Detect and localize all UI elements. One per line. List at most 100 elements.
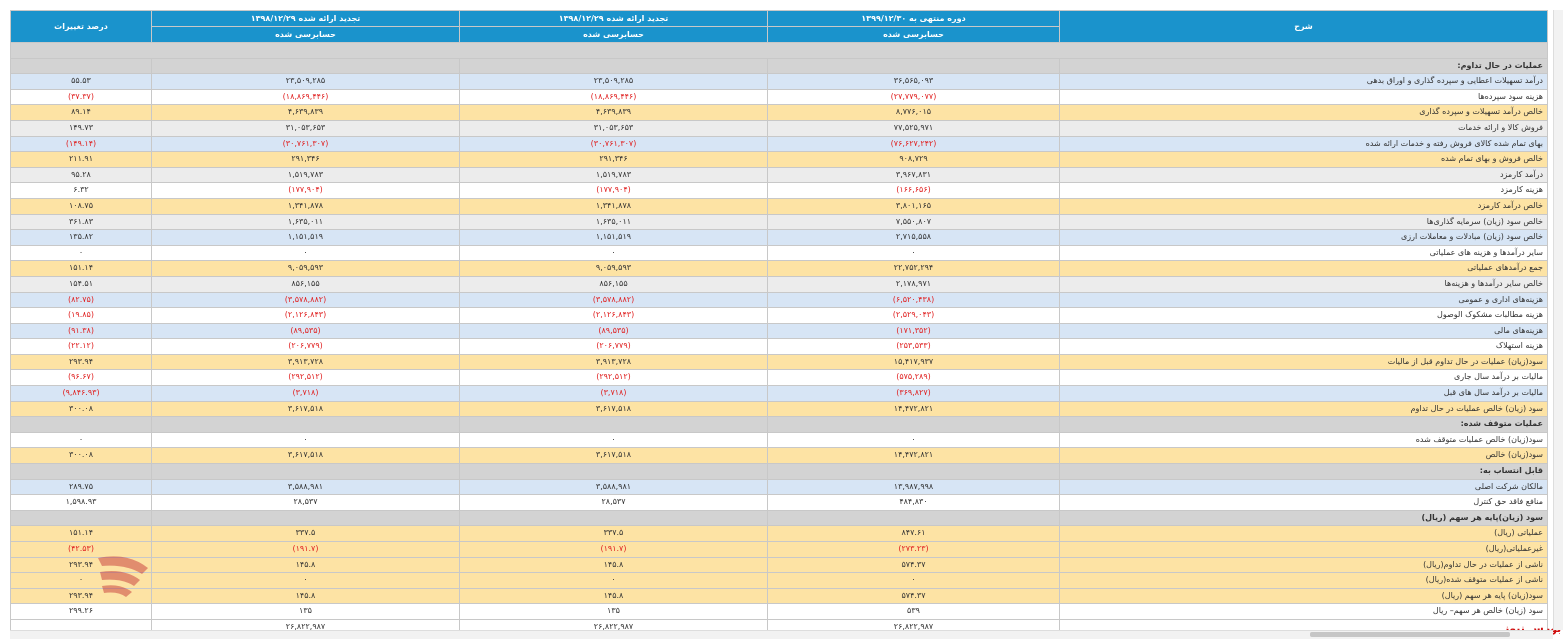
- table-row: مالیات بر درآمد سال جاری (۵۷۵,۲۸۹) (۲۹۲,۵۱…: [10, 369, 1548, 387]
- row-label: غیرعملیاتی(ریال): [1059, 541, 1548, 558]
- cell-change-percent: (۳۷.۳۷): [10, 88, 152, 106]
- row-label: درآمد کارمزد: [1059, 166, 1548, 184]
- cell-current-period: (۲۵۳,۵۳۳): [767, 338, 1060, 355]
- section-header-row: سود (زیان)پایه هر سهم (ریال): [10, 509, 1548, 527]
- section-empty-cell: [459, 416, 768, 433]
- subheader-audited: حسابرسی شده: [459, 26, 768, 43]
- row-label: ناشی از عملیات در حال تداوم(ریال): [1059, 556, 1548, 574]
- subheader-audited: حسابرسی شده: [151, 26, 460, 43]
- cell-restated-2: (۲۹۲,۵۱۲): [151, 369, 460, 387]
- row-label: منافع فاقد حق کنترل: [1059, 494, 1548, 511]
- row-label: سود(زیان) خالص: [1059, 447, 1548, 465]
- table-row: منافع فاقد حق کنترل ۴۸۴,۸۳۰ ۲۸,۵۳۷ ۲۸,۵۳۷ ۱,…: [10, 494, 1548, 511]
- section-empty-cell: [151, 509, 460, 527]
- cell-current-period: ۴۸۴,۸۳۰: [767, 494, 1060, 511]
- cell-current-period: (۱۷۱,۳۵۲): [767, 322, 1060, 340]
- cell-restated-2: (۳,۷۱۸): [151, 385, 460, 402]
- row-label: هزینه سود سپرده‌ها: [1059, 88, 1548, 106]
- cell-restated-2: ۳,۶۱۷,۵۱۸: [151, 447, 460, 465]
- header-row: شرح دوره منتهی به ۱۳۹۹/۱۲/۳۰ تجدید ارائه…: [10, 10, 1548, 43]
- cell-restated-1: ۱۴۵.۸: [459, 556, 768, 574]
- subheader-row: حسابرسی شده حسابرسی شده حسابرسی شده: [11, 26, 1548, 43]
- cell-change-percent: (۸۲.۷۵): [10, 291, 152, 309]
- cell-change-percent: ۱۴۹.۷۳: [10, 119, 152, 137]
- row-label: مالیات بر درآمد سال جاری: [1059, 369, 1548, 387]
- cell-change-percent: ۹۵.۲۸: [10, 166, 152, 184]
- row-label: درآمد تسهیلات اعطایی و سپرده گذاری و اور…: [1059, 73, 1548, 90]
- table-row: غیرعملیاتی(ریال) (۲۷۳.۲۳) (۱۹۱.۷) (۱۹۱.۷) (۴…: [10, 541, 1548, 558]
- row-label: هزینه کارمزد: [1059, 182, 1548, 199]
- col-header-current-period[interactable]: دوره منتهی به ۱۳۹۹/۱۲/۳۰: [767, 10, 1060, 27]
- cell-change-percent: ۱۵۱.۱۴: [10, 260, 152, 277]
- cell-change-percent: (۱۴۹.۱۴): [10, 135, 152, 153]
- col-header-description[interactable]: شرح: [1059, 10, 1548, 43]
- section-empty-cell: [10, 416, 152, 433]
- section-empty-cell: [767, 57, 1060, 75]
- cell-restated-2: (۳۰,۷۶۱,۳۰۷): [151, 135, 460, 153]
- col-header-restated-2[interactable]: تجدید ارائه شده ۱۳۹۸/۱۲/۲۹: [151, 10, 460, 27]
- cell-current-period: ۸۴۷.۶۱: [767, 525, 1060, 542]
- cell-restated-2: ۲۳,۵۰۹,۲۸۵: [151, 73, 460, 90]
- cell-restated-2: ۱,۳۴۱,۸۷۸: [151, 197, 460, 215]
- cell-restated-2: ۳,۵۸۸,۹۸۱: [151, 478, 460, 496]
- cell-current-period: ۵۷۴.۳۷: [767, 556, 1060, 574]
- section-label: سود (زیان)پایه هر سهم (ریال): [1059, 509, 1548, 527]
- cell-restated-1: (۱۹۱.۷): [459, 541, 768, 558]
- row-label: سایر درآمدها و هزینه های عملیاتی: [1059, 244, 1548, 262]
- table-row: خالص سود (زیان) مبادلات و معاملات ارزی ۲,…: [10, 229, 1548, 246]
- col-header-change-percent[interactable]: درصد تغییرات: [10, 10, 152, 43]
- scrollbar-thumb[interactable]: [1310, 632, 1510, 637]
- section-label: عملیات متوقف شده:: [1059, 416, 1548, 433]
- section-header-row: عملیات در حال تداوم:: [10, 57, 1548, 75]
- row-label: خالص سود (زیان) سرمایه گذاری‌ها: [1059, 213, 1548, 231]
- cell-restated-2: ۲۸,۵۳۷: [151, 494, 460, 511]
- row-label: سود (زیان) خالص هر سهم– ریال: [1059, 603, 1548, 620]
- table-row: هزینه استهلاک (۲۵۳,۵۳۳) (۲۰۶,۷۷۹) (۲۰۶,۷۷۹)…: [10, 338, 1548, 355]
- row-label: مالیات بر درآمد سال های قبل: [1059, 385, 1548, 402]
- col-header-restated-1[interactable]: تجدید ارائه شده ۱۳۹۸/۱۲/۲۹: [459, 10, 768, 27]
- cell-change-percent: ۵۵.۵۳: [10, 73, 152, 90]
- table-row: بهای تمام شده کالای فروش رفته و خدمات ار…: [10, 135, 1548, 153]
- section-empty-cell: [10, 57, 152, 75]
- cell-current-period: (۲,۵۲۹,۰۴۳): [767, 307, 1060, 324]
- cell-current-period: ۲۲,۷۵۲,۲۹۴: [767, 260, 1060, 277]
- cell-change-percent: ۲۱۱.۹۱: [10, 151, 152, 168]
- cell-restated-2: ۳,۹۱۳,۷۲۸: [151, 353, 460, 371]
- cell-restated-2: ۱۴۵.۸: [151, 587, 460, 605]
- cell-restated-1: ۳۳۷.۵: [459, 525, 768, 542]
- cell-restated-2: (۲,۱۲۶,۸۴۳): [151, 307, 460, 324]
- cell-restated-1: ۹,۰۵۹,۵۹۳: [459, 260, 768, 277]
- row-label: فروش کالا و ارائه خدمات: [1059, 119, 1548, 137]
- horizontal-scrollbar[interactable]: [10, 630, 1553, 639]
- table-row: جمع درآمدهای عملیاتی ۲۲,۷۵۲,۲۹۴ ۹,۰۵۹,۵۹۳ ۹…: [10, 260, 1548, 277]
- cell-change-percent: ۱۵۴.۵۱: [10, 275, 152, 293]
- cell-restated-1: (۱۸,۸۶۹,۴۴۶): [459, 88, 768, 106]
- cell-change-percent: (۱۹.۸۵): [10, 307, 152, 324]
- cell-restated-1: ۳۱,۰۵۳,۶۵۳: [459, 119, 768, 137]
- row-label: مالکان شرکت اصلی: [1059, 478, 1548, 496]
- section-label: عملیات در حال تداوم:: [1059, 57, 1548, 75]
- table-row: سود(زیان) پایه هر سهم (ریال) ۵۷۴.۳۷ ۱۴۵.۸ ۱…: [10, 587, 1548, 605]
- cell-restated-2: ۰: [151, 431, 460, 449]
- cell-change-percent: (۹۶.۶۷): [10, 369, 152, 387]
- cell-restated-1: ۲۳,۵۰۹,۲۸۵: [459, 73, 768, 90]
- section-empty-cell: [767, 416, 1060, 433]
- cell-current-period: ۷۷,۵۲۵,۹۷۱: [767, 119, 1060, 137]
- bourse-news-logo-icon: [40, 552, 150, 600]
- cell-restated-2: ۹,۰۵۹,۵۹۳: [151, 260, 460, 277]
- row-label: عملیاتی (ریال): [1059, 525, 1548, 542]
- cell-restated-1: ۰: [459, 572, 768, 589]
- section-empty-cell: [767, 509, 1060, 527]
- cell-restated-2: (۳,۵۷۸,۸۸۲): [151, 291, 460, 309]
- cell-restated-2: ۳,۶۱۷,۵۱۸: [151, 400, 460, 418]
- row-label: سود(زیان) عملیات در حال تداوم قبل از مال…: [1059, 353, 1548, 371]
- table-row: سود (زیان) خالص عملیات در حال تداوم ۱۴,۴۷…: [10, 400, 1548, 418]
- section-empty-cell: [459, 509, 768, 527]
- table-row: سود(زیان) خالص عملیات متوقف شده ۰ ۰ ۰ ۰: [10, 431, 1548, 449]
- cell-restated-2: ۰: [151, 572, 460, 589]
- cell-restated-1: ۲۹۱,۳۴۶: [459, 151, 768, 168]
- section-empty-cell: [10, 509, 152, 527]
- cell-restated-1: ۳,۵۸۸,۹۸۱: [459, 478, 768, 496]
- vertical-scrollbar[interactable]: [1553, 10, 1563, 630]
- cell-restated-1: (۲۹۲,۵۱۲): [459, 369, 768, 387]
